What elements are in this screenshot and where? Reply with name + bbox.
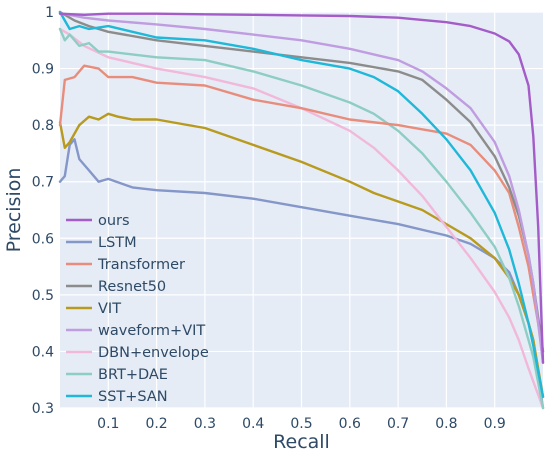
legend-item: SST+SAN [66,389,168,405]
x-tick-label: 0.1 [97,416,119,432]
legend-item: LSTM [66,235,137,251]
legend-label: DBN+envelope [98,345,209,361]
x-tick-label: 0.2 [145,416,167,432]
y-tick-label: 0.8 [32,118,54,134]
series-line-brt-dae [58,27,545,410]
y-tick-label: 0.5 [32,288,54,304]
legend: ours LSTM Transformer Resnet50 VIT waveform+V… [66,213,209,405]
x-axis-ticks: 0.1 0.2 0.3 0.4 0.5 0.6 0.7 0.8 0.9 [97,416,506,432]
legend-label: LSTM [98,235,137,251]
series-line-transformer [58,64,545,353]
legend-label: Transformer [97,257,185,273]
x-tick-label: 0.7 [387,416,409,432]
legend-item: Resnet50 [66,279,166,295]
series-line-ours [58,12,545,364]
y-tick-label: 0.9 [32,62,54,78]
y-tick-label: 0.7 [32,175,54,191]
series-line-waveform-vit [58,11,545,364]
series-line-sst-san [58,10,545,398]
x-axis-title: Recall [273,431,330,452]
series-lines [58,10,545,410]
legend-label: waveform+VIT [98,323,205,339]
x-tick-label: 0.8 [435,416,457,432]
x-tick-label: 0.6 [339,416,361,432]
y-tick-label: 1 [45,5,54,21]
series-line-dbn-envelope [58,27,545,410]
series-line-lstm [58,138,545,410]
y-tick-label: 0.4 [32,344,54,360]
legend-label: BRT+DAE [98,367,168,383]
legend-label: VIT [98,301,121,317]
legend-label: ours [98,213,130,229]
legend-item: waveform+VIT [66,323,205,339]
y-tick-label: 0.6 [32,231,54,247]
legend-item: Transformer [66,257,185,273]
legend-item: BRT+DAE [66,367,168,383]
x-tick-label: 0.3 [194,416,216,432]
y-tick-label: 0.3 [32,401,54,417]
x-tick-label: 0.9 [484,416,506,432]
legend-item: ours [66,213,130,229]
legend-label: SST+SAN [98,389,168,405]
legend-label: Resnet50 [98,279,166,295]
x-tick-label: 0.4 [242,416,264,432]
y-axis-title: Precision [3,168,25,253]
legend-item: DBN+envelope [66,345,209,361]
x-tick-label: 0.5 [290,416,312,432]
legend-item: VIT [66,301,121,317]
y-axis-ticks: 0.3 0.4 0.5 0.6 0.7 0.8 0.9 1 [32,5,54,417]
